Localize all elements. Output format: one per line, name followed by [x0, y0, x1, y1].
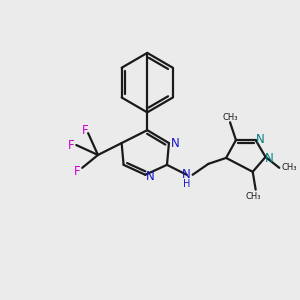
Text: CH₃: CH₃ — [246, 192, 261, 201]
Text: N: N — [146, 170, 154, 183]
Text: N: N — [182, 168, 191, 181]
Text: H: H — [183, 179, 190, 189]
Text: CH₃: CH₃ — [281, 163, 297, 172]
Text: N: N — [265, 152, 274, 165]
Text: F: F — [82, 124, 88, 137]
Text: F: F — [68, 139, 75, 152]
Text: N: N — [170, 136, 179, 150]
Text: CH₃: CH₃ — [222, 113, 238, 122]
Text: N: N — [256, 133, 265, 146]
Text: F: F — [74, 165, 81, 178]
